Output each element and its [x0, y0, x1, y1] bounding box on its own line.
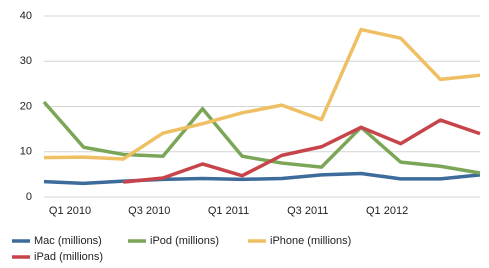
y-tick-label: 40	[20, 10, 32, 22]
legend-label: iPad (millions)	[34, 251, 103, 263]
x-tick-label: Q1 2011	[208, 205, 249, 217]
x-tick-label: Q1 2012	[366, 205, 408, 217]
legend-label: iPod (millions)	[150, 235, 219, 247]
x-tick-label: Q3 2011	[287, 205, 328, 217]
y-tick-label: 30	[20, 55, 32, 67]
y-tick-label: 10	[20, 146, 32, 158]
legend-label: Mac (millions)	[34, 235, 102, 247]
x-tick-label: Q3 2010	[128, 205, 170, 217]
series-line	[43, 27, 481, 161]
series-line	[43, 171, 481, 186]
series-line	[42, 100, 481, 175]
series-line	[123, 118, 481, 184]
x-tick-label: Q1 2010	[49, 205, 91, 217]
legend-label: iPhone (millions)	[270, 235, 351, 247]
y-tick-label: 0	[26, 191, 32, 203]
y-tick-label: 20	[20, 100, 32, 112]
